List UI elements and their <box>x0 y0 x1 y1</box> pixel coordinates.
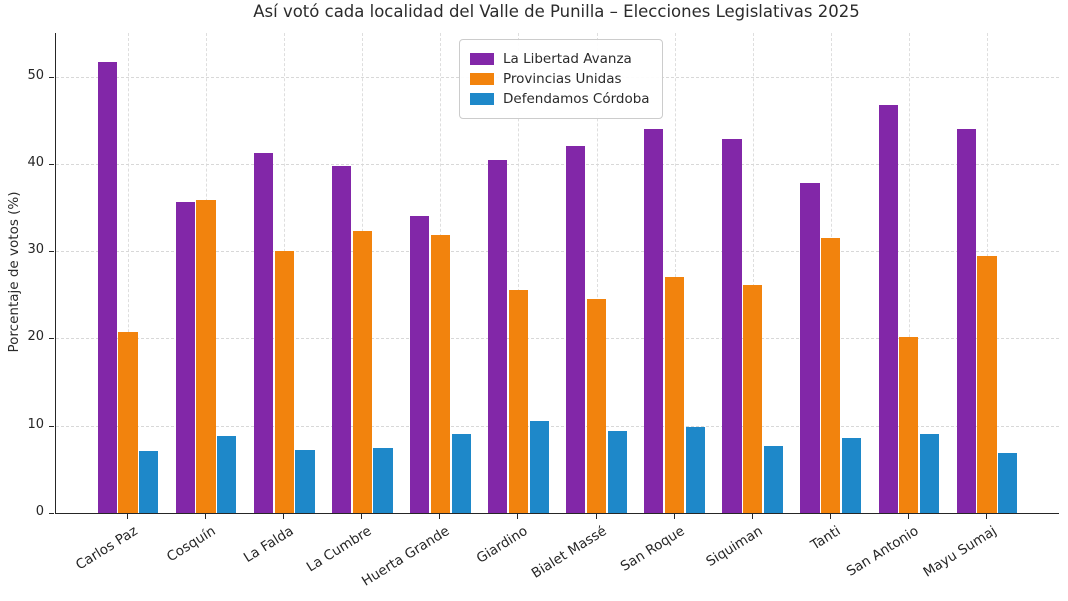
bar-defendamos-cordoba <box>920 434 940 513</box>
bar-la-libertad-avanza <box>878 104 898 513</box>
y-tick-mark <box>49 513 54 514</box>
bar-provincias-unidas <box>899 336 919 513</box>
bar-provincias-unidas <box>274 251 294 513</box>
y-tick-mark <box>49 76 54 78</box>
y-tick-mark <box>49 163 54 165</box>
bar-provincias-unidas <box>586 299 607 513</box>
bar-defendamos-cordoba <box>295 450 315 513</box>
bar-defendamos-cordoba <box>451 433 471 513</box>
x-tick-mark <box>907 514 909 519</box>
bar-defendamos-cordoba <box>373 448 393 513</box>
bar-la-libertad-avanza <box>331 165 352 513</box>
bar-defendamos-cordoba <box>998 452 1018 513</box>
x-tick-mark <box>673 514 675 519</box>
bar-la-libertad-avanza <box>722 139 742 513</box>
bar-provincias-unidas <box>196 199 216 513</box>
bar-provincias-unidas <box>352 231 372 513</box>
y-tick-label: 0 <box>35 504 44 519</box>
y-tick-label: 20 <box>27 329 44 345</box>
x-tick-mark <box>127 514 128 519</box>
bar-provincias-unidas <box>743 285 763 513</box>
bar-provincias-unidas <box>118 332 138 513</box>
bar-defendamos-cordoba <box>217 436 237 513</box>
y-tick-label: 50 <box>27 67 44 83</box>
bar-provincias-unidas <box>665 277 685 513</box>
bar-provincias-unidas <box>430 235 450 513</box>
x-tick-label-san-roque: San Roque <box>617 523 688 575</box>
y-tick-label: 10 <box>27 416 44 432</box>
x-tick-label-cosquin: Cosquín <box>164 523 219 566</box>
legend-item-defendamos-cordoba: Defendamos Córdoba <box>470 91 650 107</box>
bar-provincias-unidas <box>977 255 997 513</box>
bar-la-libertad-avanza <box>488 160 508 513</box>
x-tick-mark <box>829 514 831 519</box>
y-tick-mark <box>49 251 54 253</box>
gridline <box>752 33 754 513</box>
legend-swatch-provincias-unidas <box>470 73 494 85</box>
legend-item-provincias-unidas: Provincias Unidas <box>470 71 650 87</box>
x-tick-mark <box>361 514 363 519</box>
x-tick-mark <box>986 514 987 519</box>
y-axis-label-text: Porcentaje de votos (%) <box>6 191 22 353</box>
legend-label: Defendamos Córdoba <box>503 91 650 107</box>
bar-la-libertad-avanza <box>253 153 273 513</box>
x-tick-label-san-antonio: San Antonio <box>843 523 922 580</box>
x-tick-mark <box>517 514 519 519</box>
bar-provincias-unidas <box>508 290 529 513</box>
x-tick-label-tanti: Tanti <box>807 523 844 554</box>
bar-la-libertad-avanza <box>409 216 430 513</box>
gridline <box>56 338 1059 340</box>
bar-la-libertad-avanza <box>956 129 976 513</box>
bar-defendamos-cordoba <box>842 437 862 513</box>
x-tick-label-mayu-sumaj: Mayu Sumaj <box>920 523 1000 581</box>
legend-item-la-libertad-avanza: La Libertad Avanza <box>470 51 650 67</box>
legend: La Libertad Avanza Provincias Unidas Defen… <box>459 39 663 119</box>
legend-swatch-defendamos-cordoba <box>470 93 494 105</box>
legend-swatch-la-libertad-avanza <box>470 53 494 65</box>
gridline <box>56 251 1059 253</box>
bar-defendamos-cordoba <box>685 426 706 513</box>
legend-label: La Libertad Avanza <box>503 51 632 67</box>
x-tick-label-giardino: Giardino <box>474 523 531 567</box>
y-tick-mark <box>49 425 54 427</box>
x-tick-label-huerta-grande: Huerta Grande <box>359 523 453 590</box>
x-tick-mark <box>283 514 285 519</box>
bar-la-libertad-avanza <box>644 129 664 513</box>
gridline <box>908 33 910 513</box>
bar-provincias-unidas <box>821 238 841 513</box>
bar-defendamos-cordoba <box>529 420 549 513</box>
plot-area: La Libertad Avanza Provincias Unidas Defen… <box>55 33 1059 514</box>
bar-la-libertad-avanza <box>566 145 586 513</box>
y-tick-label: 30 <box>27 242 44 258</box>
gridline <box>596 33 598 513</box>
gridline <box>56 163 1059 165</box>
bar-defendamos-cordoba <box>607 430 627 513</box>
x-tick-mark <box>439 514 441 519</box>
bar-defendamos-cordoba <box>139 451 159 513</box>
legend-label: Provincias Unidas <box>503 71 622 87</box>
y-tick-mark <box>49 338 54 340</box>
y-tick-label: 40 <box>27 154 44 170</box>
x-tick-label-la-falda: La Falda <box>241 523 297 566</box>
x-tick-label-carlos-paz: Carlos Paz <box>73 523 141 574</box>
bar-la-libertad-avanza <box>175 202 195 513</box>
x-tick-label-bialet-masse: Bialet Massé <box>528 523 610 582</box>
bar-defendamos-cordoba <box>763 445 784 513</box>
x-tick-mark <box>595 514 597 519</box>
gridline <box>128 33 129 513</box>
bar-la-libertad-avanza <box>97 61 117 513</box>
gridline <box>518 33 520 513</box>
gridline <box>56 425 1059 427</box>
x-tick-label-siquiman: Siquiman <box>703 523 766 571</box>
bar-la-libertad-avanza <box>800 183 820 513</box>
x-tick-mark <box>751 514 753 519</box>
gridline <box>674 33 676 513</box>
chart-title: Así votó cada localidad del Valle de Pun… <box>253 2 860 21</box>
x-tick-mark <box>205 514 207 519</box>
x-tick-label-la-cumbre: La Cumbre <box>304 523 375 576</box>
